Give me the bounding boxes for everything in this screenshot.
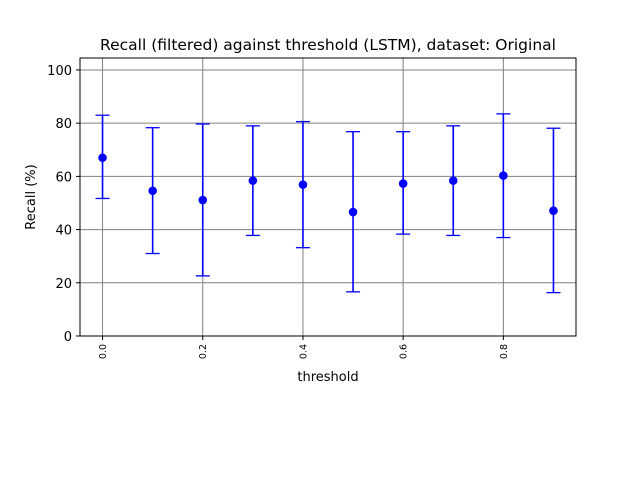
- data-point: [248, 176, 258, 185]
- y-tick-label: 40: [55, 224, 72, 239]
- data-point: [398, 179, 408, 188]
- data-point: [348, 207, 358, 217]
- y-tick-label: 80: [55, 117, 72, 132]
- plot-frame: [79, 57, 577, 337]
- y-tick-label: 20: [55, 277, 72, 292]
- data-point: [148, 186, 157, 196]
- data-point: [198, 195, 208, 205]
- x-tick-label: 0.8: [499, 344, 510, 359]
- data-point: [298, 180, 308, 189]
- data-point: [499, 171, 508, 180]
- x-axis-label: threshold: [297, 370, 358, 385]
- x-tick-label: 0.4: [298, 344, 309, 359]
- y-tick-label: 60: [55, 170, 72, 185]
- data-point: [448, 176, 458, 185]
- chart-title: Recall (filtered) against threshold (LST…: [100, 36, 556, 54]
- x-tick-label: 0.0: [98, 344, 109, 359]
- data-point: [98, 153, 107, 163]
- data-point: [549, 206, 558, 216]
- y-tick-label: 0: [64, 330, 72, 345]
- x-tick-label: 0.2: [198, 344, 209, 359]
- grid-lines: [80, 58, 576, 337]
- x-tick-label: 0.6: [399, 344, 410, 359]
- y-axis-label: Recall (%): [24, 164, 39, 229]
- y-tick-label: 100: [47, 64, 72, 79]
- axes: 0 20 40 60 80 100 0.0 0.2 0.4 0.6 0.8: [47, 57, 577, 359]
- error-bars: [95, 113, 561, 294]
